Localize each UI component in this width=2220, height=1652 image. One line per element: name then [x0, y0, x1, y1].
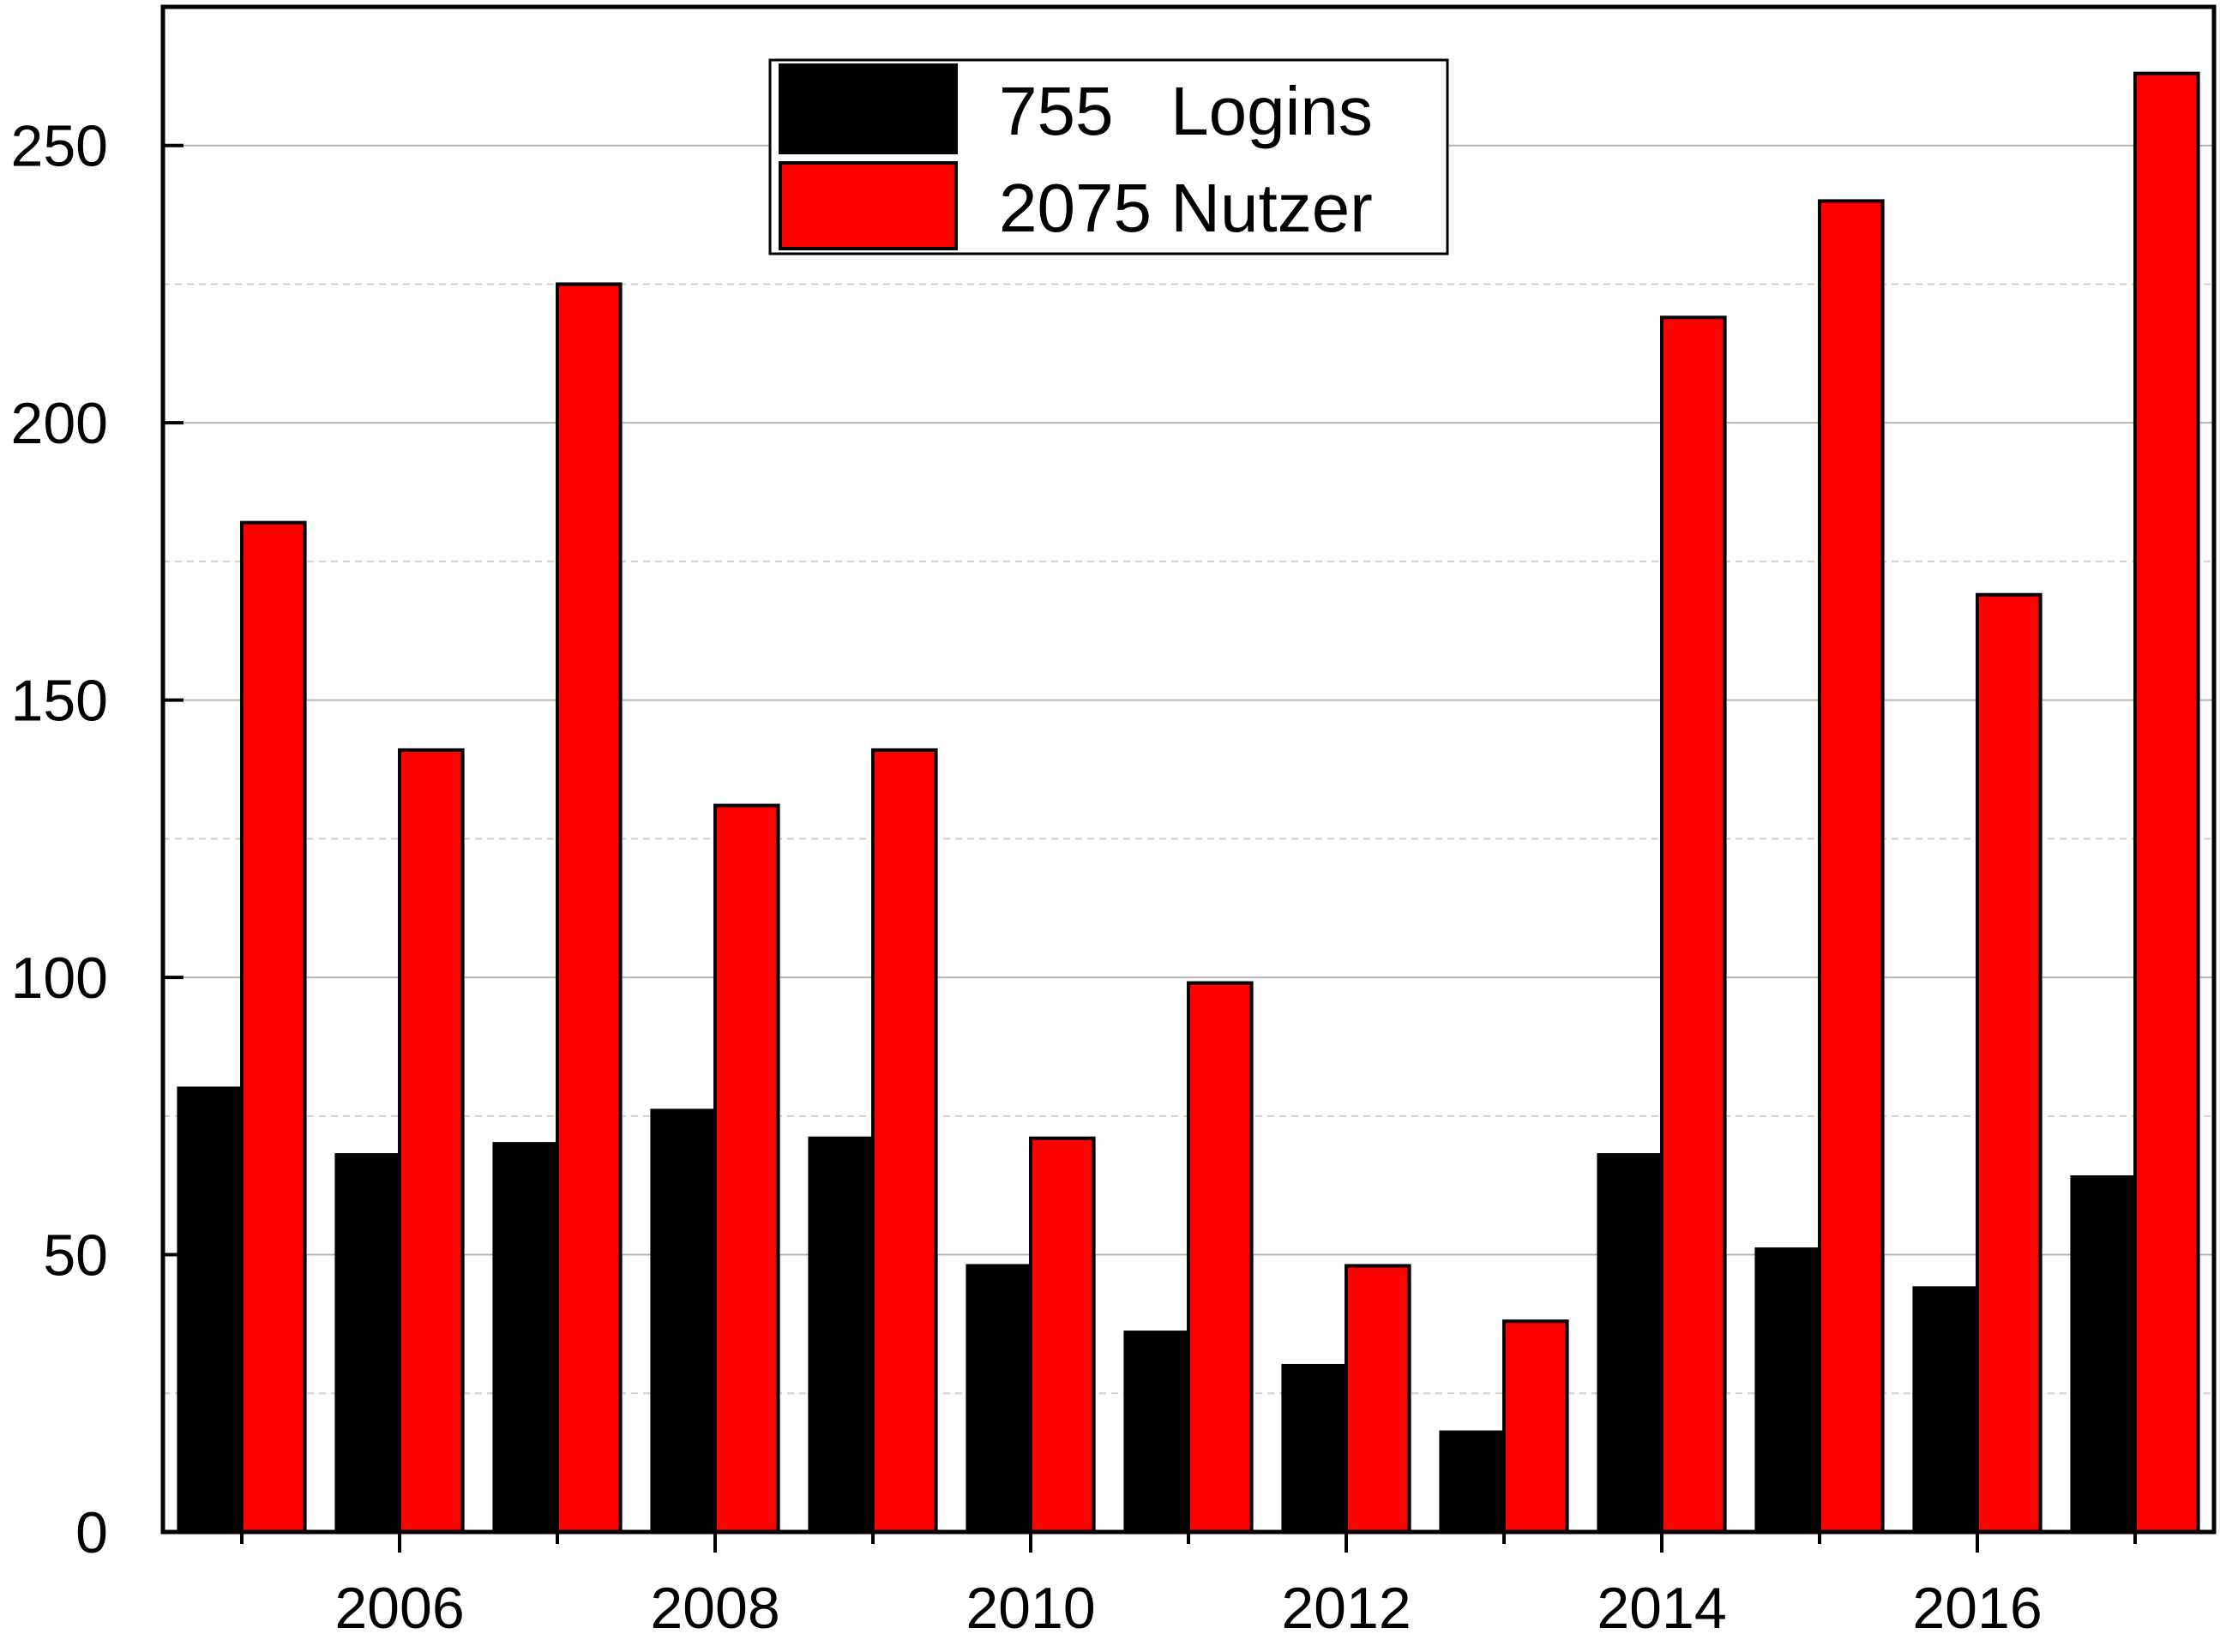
legend-swatch-nutzer: [779, 161, 958, 250]
bar-logins: [2070, 1174, 2137, 1534]
y-tick-label: 50: [43, 1223, 108, 1289]
bar-nutzer: [1187, 981, 1254, 1535]
bar-logins: [492, 1142, 560, 1535]
bar-logins: [334, 1153, 401, 1534]
bar-logins: [1123, 1331, 1191, 1534]
bar-logins: [966, 1264, 1033, 1534]
bar-nutzer: [713, 803, 780, 1534]
y-tick-label: 0: [75, 1500, 108, 1565]
x-tick-label: 2006: [334, 1576, 464, 1641]
bar-logins: [1597, 1153, 1664, 1534]
bar-nutzer: [1660, 315, 1727, 1535]
y-tick-label: 250: [11, 114, 108, 179]
x-tick-label: 2012: [1281, 1576, 1411, 1641]
bar-nutzer: [871, 748, 938, 1534]
legend-label-logins: 755 Logins: [999, 73, 1373, 149]
bar-nutzer: [1818, 199, 1885, 1534]
bar-nutzer: [1029, 1136, 1096, 1535]
bar-logins: [1281, 1363, 1349, 1534]
legend: 755 Logins 2075 Nutzer: [768, 58, 1449, 255]
bar-logins: [177, 1086, 244, 1535]
bar-logins: [808, 1136, 875, 1535]
x-tick-label: 2016: [1912, 1576, 2042, 1641]
legend-label-nutzer: 2075 Nutzer: [999, 170, 1373, 246]
y-tick-label: 200: [11, 391, 108, 456]
bar-nutzer: [1502, 1319, 1569, 1535]
y-tick-label: 150: [11, 669, 108, 734]
bar-nutzer: [240, 520, 307, 1534]
bars: [177, 71, 2200, 1535]
bar-nutzer: [398, 748, 465, 1534]
axes: 0 50 100 150 200 250 2006 2008 2010 2012 2014 2016: [11, 4, 2217, 1641]
bar-logins: [1754, 1247, 1821, 1535]
bar-nutzer: [556, 282, 623, 1534]
bar-nutzer: [2133, 71, 2200, 1534]
bar-nutzer: [1345, 1264, 1411, 1534]
bar-logins: [1912, 1286, 1979, 1534]
y-tick-label: 100: [11, 946, 108, 1011]
bar-logins: [650, 1108, 718, 1535]
bar-nutzer: [1976, 592, 2043, 1534]
bar-logins: [1439, 1430, 1507, 1535]
x-tick-label: 2008: [650, 1576, 779, 1641]
x-tick-label: 2014: [1597, 1576, 1726, 1641]
x-tick-label: 2010: [966, 1576, 1095, 1641]
legend-swatch-logins: [779, 63, 958, 154]
